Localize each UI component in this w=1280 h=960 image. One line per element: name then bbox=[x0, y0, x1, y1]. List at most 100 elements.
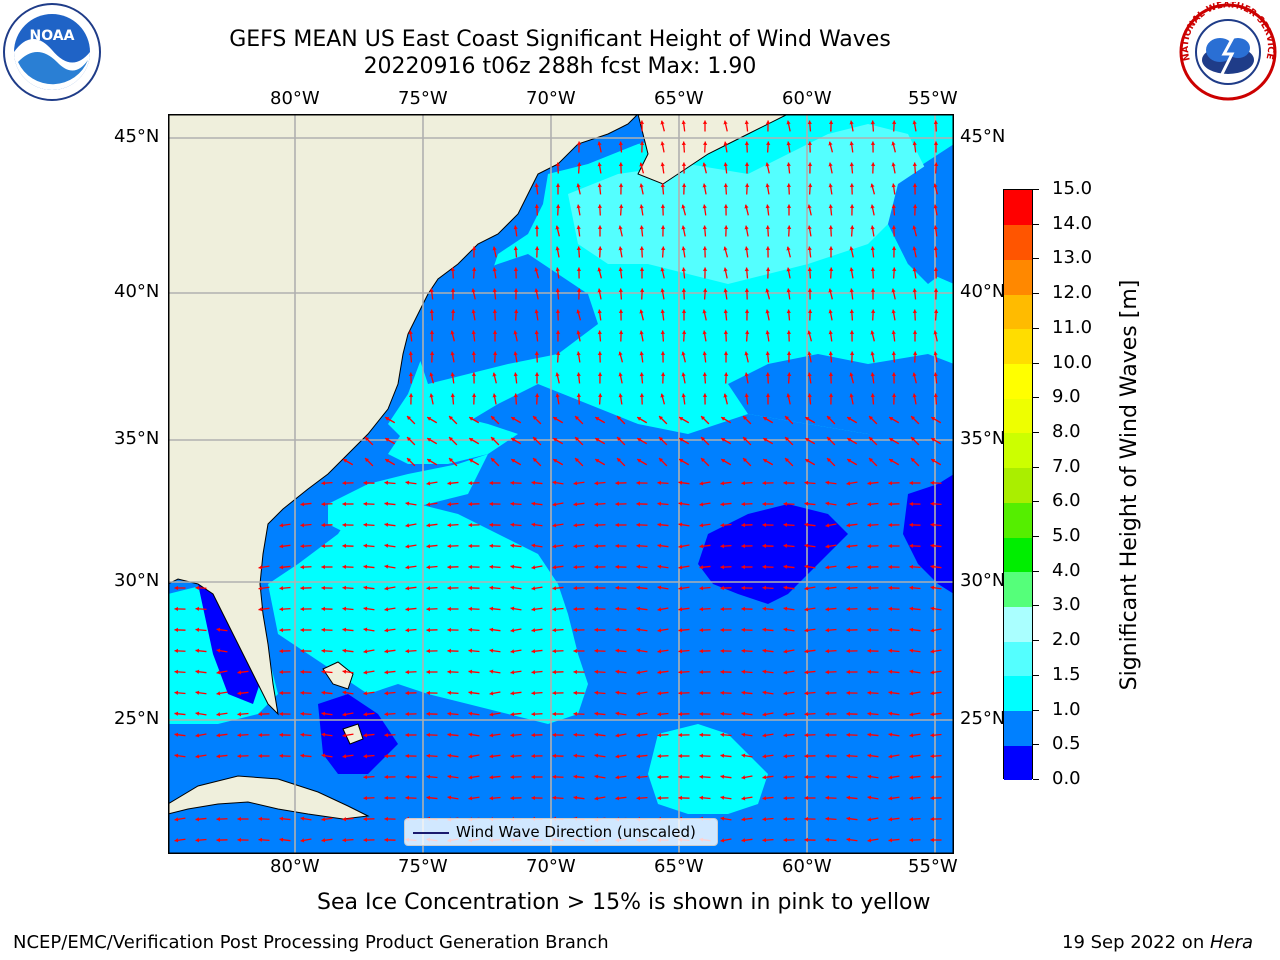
wind-arrow-head bbox=[426, 481, 431, 486]
wind-arrow-head bbox=[889, 417, 894, 421]
wind-arrow-head bbox=[867, 732, 872, 737]
wind-arrow-head bbox=[657, 733, 662, 738]
wind-arrow-head bbox=[744, 288, 750, 292]
wind-arrow-head bbox=[846, 648, 850, 654]
wind-arrow-head bbox=[555, 162, 561, 166]
colorbar-tick-label: 14.0 bbox=[1052, 212, 1093, 234]
wind-arrow-head bbox=[933, 267, 939, 271]
wind-arrow-head bbox=[828, 141, 833, 146]
national-weather-service-logo-icon: NATIONAL WEATHER SERVICE bbox=[1179, 2, 1277, 101]
wind-arrow-head bbox=[384, 691, 389, 696]
wind-arrow-head bbox=[828, 267, 834, 271]
wind-arrow-head bbox=[492, 372, 497, 377]
wind-arrow-head bbox=[174, 817, 179, 822]
wind-arrow-head bbox=[405, 795, 409, 801]
wind-arrow-head bbox=[489, 712, 494, 717]
wind-arrow-head bbox=[657, 480, 662, 485]
wind-arrow-head bbox=[783, 733, 788, 738]
wind-arrow-head bbox=[510, 670, 515, 675]
colorbar-segment bbox=[1004, 675, 1032, 712]
bottom-lon-tick: 75°W bbox=[398, 856, 448, 877]
wind-arrow-head bbox=[785, 437, 790, 442]
wind-arrow-head bbox=[576, 267, 582, 271]
wind-arrow-head bbox=[468, 669, 473, 674]
wind-arrow-head bbox=[447, 795, 452, 800]
wind-arrow-head bbox=[660, 225, 666, 229]
wind-arrow-head bbox=[867, 481, 872, 486]
wind-arrow-head bbox=[783, 606, 788, 611]
colorbar-tick bbox=[1033, 674, 1039, 676]
colorbar-tick bbox=[1033, 501, 1039, 503]
wind-arrow-head bbox=[531, 586, 536, 591]
wind-arrow-head bbox=[489, 543, 493, 549]
colorbar-title: Significant Height of Wind Waves [m] bbox=[1117, 279, 1142, 691]
wind-arrow-head bbox=[510, 795, 514, 801]
wind-arrow-head bbox=[637, 417, 642, 421]
wind-arrow-head bbox=[659, 458, 664, 463]
wind-arrow-head bbox=[552, 544, 557, 549]
wind-arrow-head bbox=[405, 544, 410, 549]
wind-arrow-head bbox=[681, 288, 687, 292]
wind-arrow-head bbox=[636, 564, 641, 569]
map-legend: Wind Wave Direction (unscaled) bbox=[404, 818, 718, 846]
wind-arrow-head bbox=[469, 438, 474, 442]
wave-zone-dark-gulf bbox=[198, 584, 263, 704]
wind-arrow-head bbox=[891, 330, 896, 335]
wind-arrow-head bbox=[891, 120, 897, 124]
wind-arrow-head bbox=[174, 627, 178, 633]
wind-arrow-head bbox=[888, 711, 893, 716]
wind-arrow-head bbox=[594, 669, 599, 674]
wind-arrow-head bbox=[912, 183, 918, 187]
wind-arrow-head bbox=[699, 586, 704, 591]
wind-arrow-head bbox=[867, 817, 872, 822]
wind-arrow-head bbox=[765, 246, 771, 250]
wind-arrow-head bbox=[615, 775, 620, 780]
wind-arrow-head bbox=[489, 564, 494, 569]
wind-arrow-head bbox=[825, 501, 830, 506]
wind-arrow-head bbox=[555, 204, 561, 208]
wind-arrow-head bbox=[468, 501, 472, 507]
wind-arrow-head bbox=[300, 669, 304, 675]
wind-arrow-head bbox=[701, 416, 706, 421]
wind-arrow-head bbox=[828, 225, 834, 229]
top-lon-tick: 70°W bbox=[526, 88, 576, 109]
wind-arrow-head bbox=[489, 669, 494, 674]
wind-arrow-head bbox=[492, 330, 498, 334]
wind-arrow-head bbox=[450, 351, 455, 356]
wind-arrow-head bbox=[660, 351, 666, 355]
wind-arrow-head bbox=[741, 627, 745, 633]
wind-arrow-head bbox=[237, 670, 242, 675]
wind-arrow-head bbox=[597, 372, 603, 376]
wind-arrow-head bbox=[513, 351, 518, 356]
wind-arrow-head bbox=[804, 712, 809, 717]
wind-arrow-head bbox=[407, 416, 412, 421]
wind-arrow-head bbox=[825, 690, 829, 696]
wind-arrow-head bbox=[762, 712, 767, 717]
wind-arrow-head bbox=[195, 690, 200, 695]
wind-arrow-head bbox=[744, 267, 749, 272]
wind-arrow-head bbox=[426, 648, 430, 654]
wind-arrow-head bbox=[174, 838, 179, 843]
wind-arrow-head bbox=[426, 711, 430, 717]
wind-arrow-head bbox=[741, 501, 745, 507]
wind-arrow-head bbox=[531, 691, 536, 696]
wind-arrow-head bbox=[741, 585, 745, 591]
wind-arrow-head bbox=[888, 669, 893, 674]
colorbar-tick bbox=[1033, 362, 1039, 364]
wind-arrow-head bbox=[763, 459, 768, 463]
wind-arrow-head bbox=[912, 309, 918, 313]
wind-arrow-head bbox=[825, 669, 829, 675]
wind-arrow-head bbox=[678, 670, 683, 675]
wind-arrow-head bbox=[489, 627, 494, 632]
wind-arrow-head bbox=[867, 795, 872, 800]
wind-arrow-head bbox=[804, 543, 809, 548]
wind-arrow-head bbox=[552, 732, 556, 738]
wind-arrow-head bbox=[300, 753, 305, 758]
wind-arrow-head bbox=[533, 416, 538, 421]
wind-arrow-head bbox=[279, 669, 283, 675]
wind-arrow-head bbox=[825, 628, 830, 633]
wind-arrow-head bbox=[279, 627, 283, 633]
wind-arrow-head bbox=[657, 712, 662, 717]
wind-arrow-head bbox=[762, 564, 766, 570]
wind-arrow-head bbox=[786, 246, 791, 251]
